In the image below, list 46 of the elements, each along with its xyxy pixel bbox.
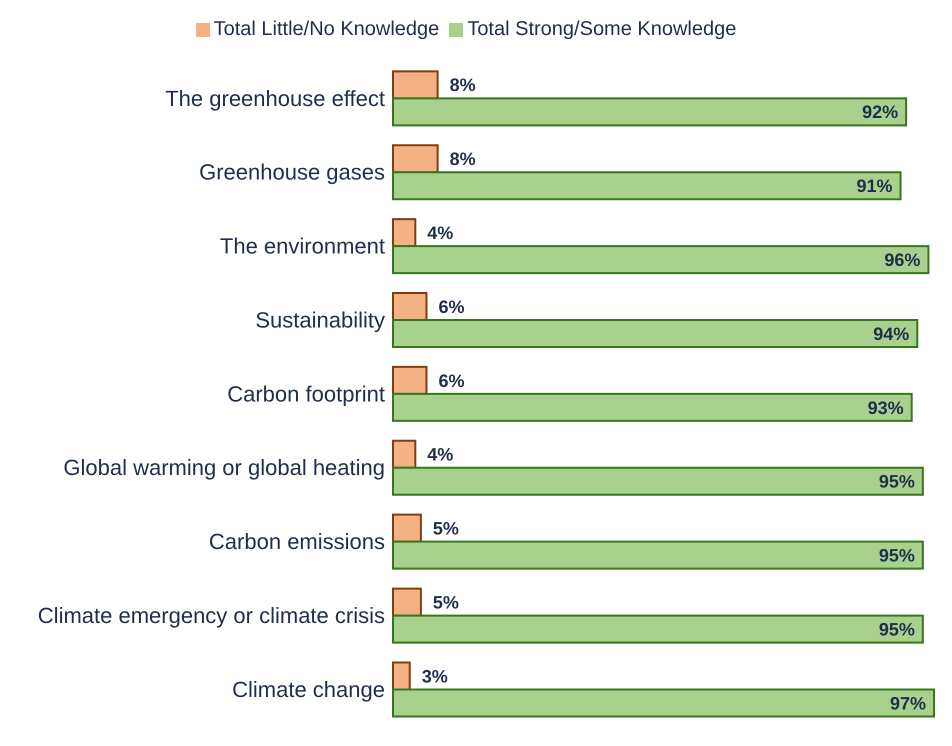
bar — [392, 392, 913, 422]
data-label: 5% — [432, 518, 459, 539]
bar — [392, 614, 924, 644]
bar — [392, 218, 416, 248]
data-label: 5% — [432, 592, 459, 612]
data-label: 95% — [878, 619, 915, 640]
y-tick-label: Global warming or global heating — [63, 455, 385, 480]
data-label: 6% — [438, 296, 464, 317]
bar — [392, 514, 422, 543]
bar — [392, 171, 902, 200]
bar — [392, 661, 411, 690]
data-label: 94% — [873, 324, 910, 344]
y-tick-label: Greenhouse gases — [199, 160, 385, 185]
y-tick-label: Carbon emissions — [208, 529, 385, 554]
data-label: 4% — [427, 444, 454, 465]
bar — [392, 70, 439, 100]
data-label: 93% — [868, 398, 904, 418]
bar — [392, 688, 935, 718]
bar — [392, 144, 439, 174]
bar — [392, 440, 416, 469]
data-label: 3% — [422, 666, 448, 686]
y-tick-label: The environment — [220, 234, 385, 259]
data-label: 95% — [878, 472, 915, 492]
data-label: 95% — [878, 546, 915, 566]
data-label: 97% — [890, 693, 926, 714]
data-label: 4% — [427, 223, 454, 244]
y-tick-label: Climate change — [232, 676, 385, 702]
y-tick-label: Sustainability — [255, 307, 385, 332]
legend-label: Total Little/No Knowledge — [214, 18, 440, 40]
bar — [392, 540, 924, 570]
y-tick-label: The greenhouse effect — [165, 86, 385, 111]
data-label: 8% — [450, 75, 476, 96]
legend-label: Total Strong/Some Knowledge — [467, 18, 736, 40]
bar — [392, 245, 930, 274]
bar — [392, 466, 924, 496]
bar — [392, 588, 422, 617]
y-tick-label: Climate emergency or climate crisis — [38, 602, 385, 628]
data-label: 96% — [884, 250, 920, 270]
data-label: 6% — [438, 370, 464, 391]
bar — [392, 319, 918, 348]
bar — [392, 97, 908, 126]
data-label: 8% — [450, 149, 476, 170]
bar — [392, 366, 428, 395]
data-label: 92% — [862, 102, 898, 122]
y-tick-label: Carbon footprint — [227, 381, 385, 406]
data-label: 91% — [856, 176, 893, 196]
